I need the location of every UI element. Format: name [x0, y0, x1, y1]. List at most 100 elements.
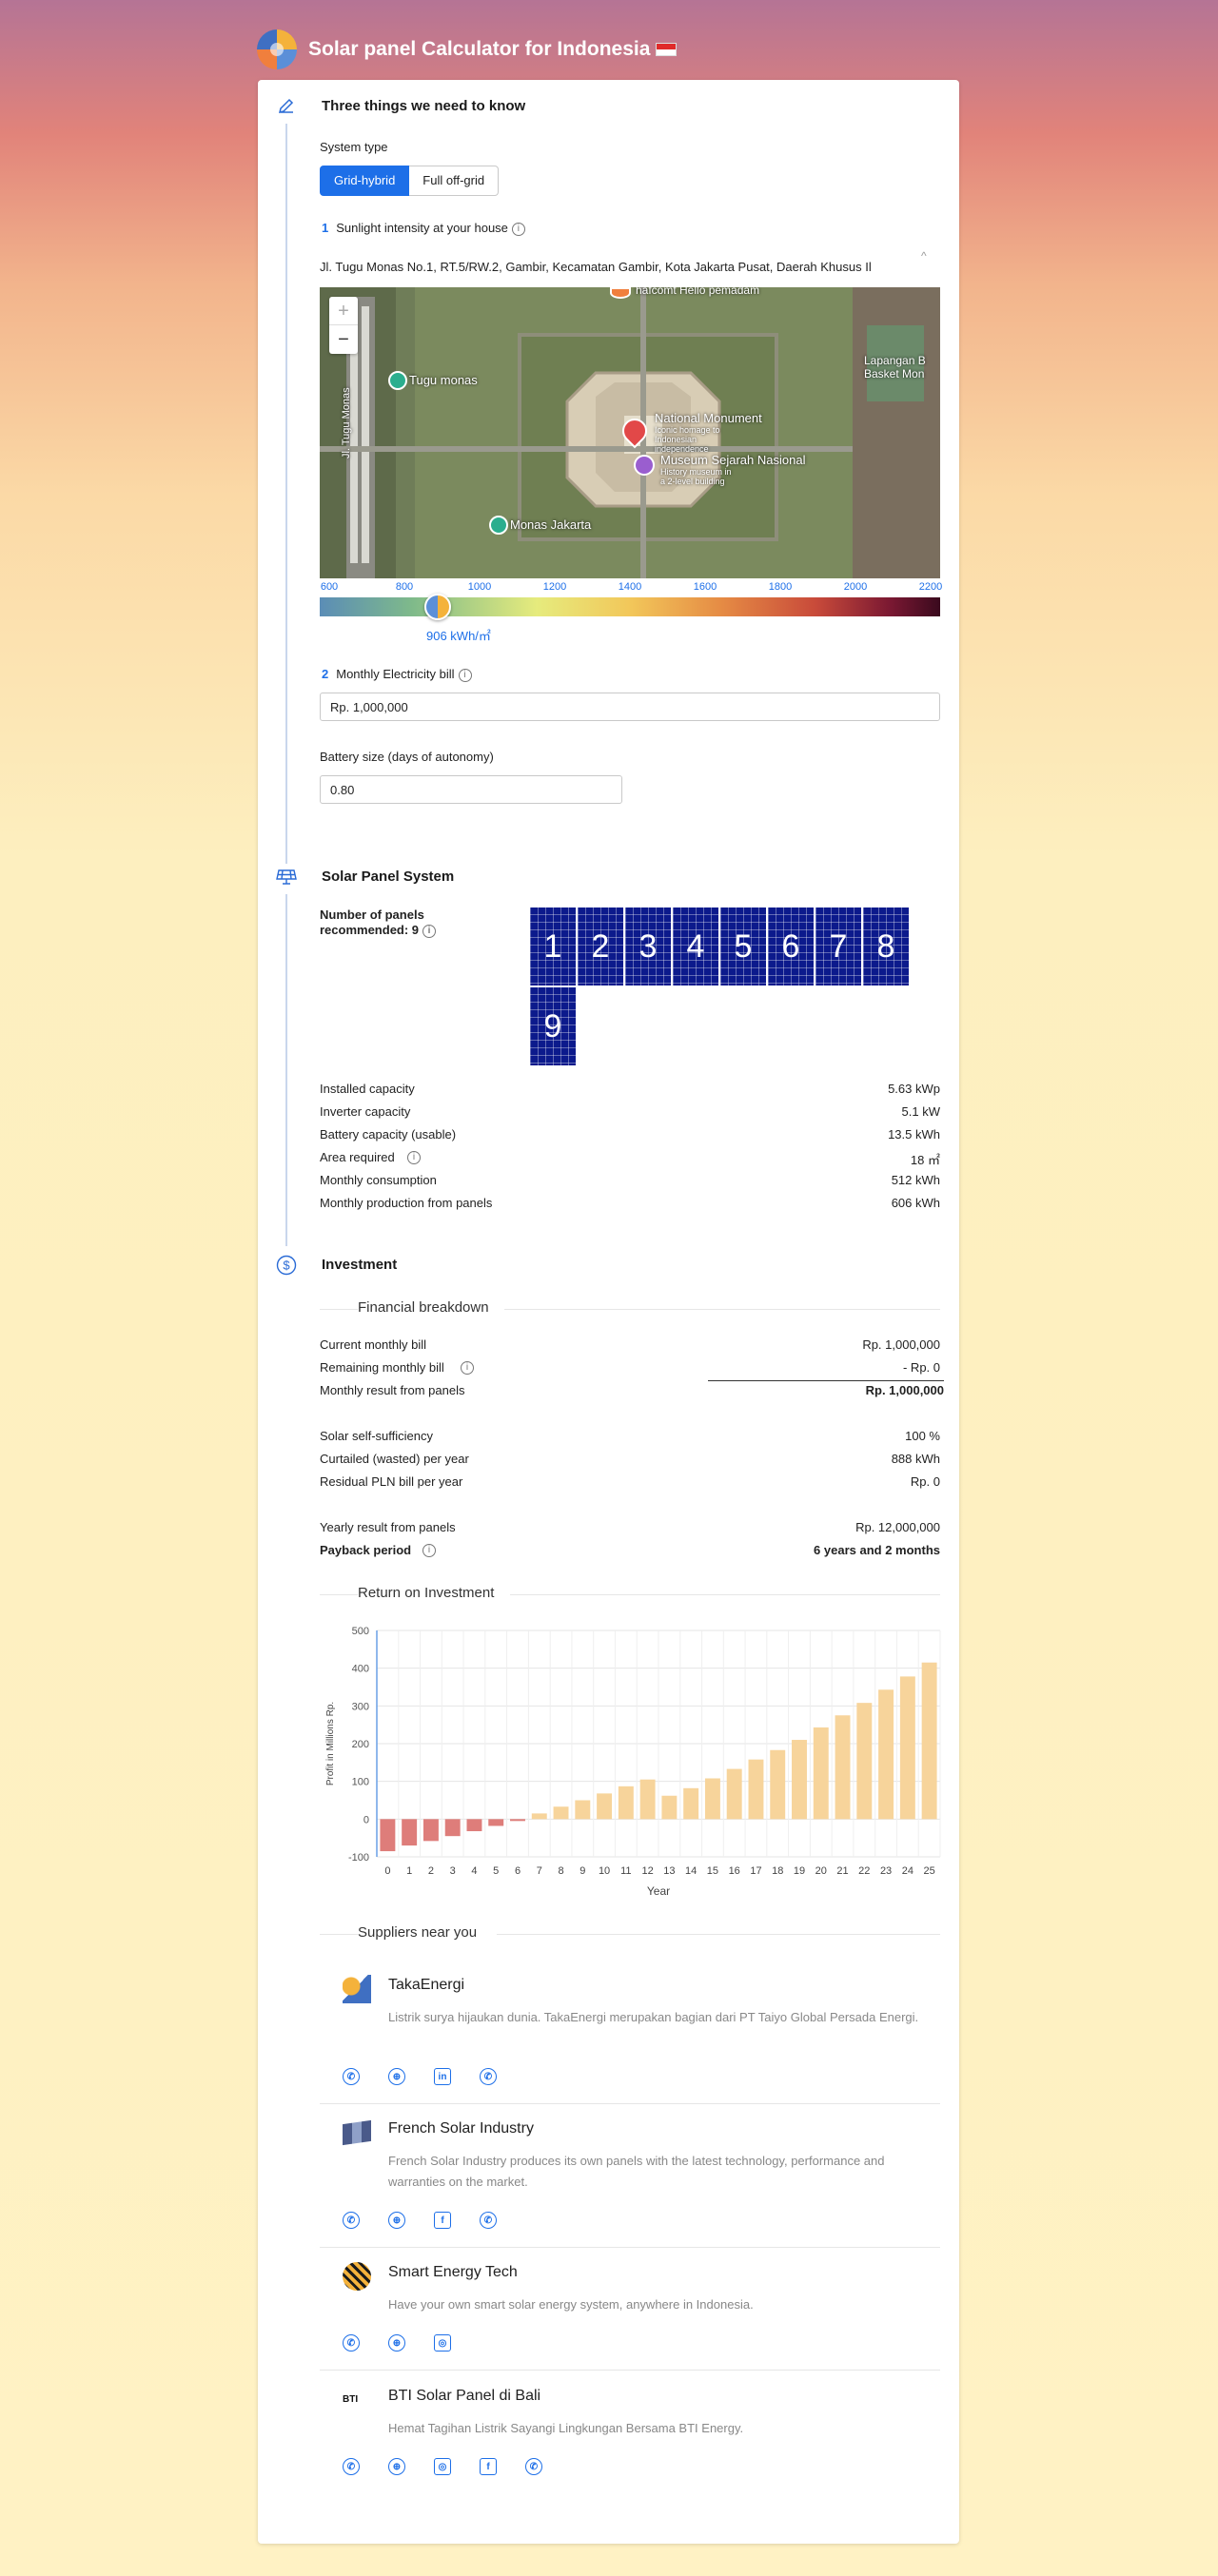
financial-label: Solar self-sufficiency	[320, 1429, 433, 1443]
financial-value: Rp. 1,000,000	[865, 1383, 944, 1397]
facebook-icon[interactable]: f	[434, 2212, 451, 2229]
whatsapp-icon[interactable]: ✆	[525, 2458, 542, 2475]
y-tick-label: -100	[348, 1852, 369, 1864]
y-tick-label: 300	[352, 1701, 369, 1712]
stat-row: Inverter capacity 5.1 kW	[320, 1104, 940, 1119]
financial-value: 6 years and 2 months	[814, 1543, 940, 1557]
app-logo-icon	[257, 29, 297, 69]
system-type-grid-hybrid-button[interactable]: Grid-hybrid	[320, 166, 410, 196]
irradiance-tick: 1400	[618, 581, 642, 593]
solar-panel: 5	[720, 907, 766, 986]
globe-icon[interactable]: ⊕	[388, 2068, 405, 2085]
divider	[320, 2247, 940, 2248]
stat-label: Installed capacity	[320, 1082, 415, 1096]
divider	[320, 2370, 940, 2371]
supplier-card[interactable]: Smart Energy Tech Have your own smart so…	[343, 2262, 933, 2367]
timeline-rail	[285, 124, 287, 866]
chevron-up-icon[interactable]: ^	[921, 249, 927, 263]
x-tick-label: 21	[836, 1865, 848, 1877]
museum-pin-icon[interactable]	[634, 455, 655, 476]
x-tick-label: 24	[902, 1865, 914, 1877]
irradiance-tick: 1000	[467, 581, 492, 593]
irradiance-gradient-bar[interactable]	[320, 597, 940, 616]
roi-bar	[792, 1740, 807, 1820]
supplier-description: Hemat Tagihan Listrik Sayangi Lingkungan…	[388, 2421, 744, 2435]
x-tick-label: 13	[663, 1865, 675, 1877]
zoom-in-button[interactable]: +	[329, 297, 358, 325]
stat-row: Monthly consumption 512 kWh	[320, 1173, 940, 1187]
financial-value: 888 kWh	[891, 1452, 940, 1466]
irradiance-slider-handle[interactable]	[423, 594, 451, 620]
globe-icon[interactable]: ⊕	[388, 2212, 405, 2229]
phone-icon[interactable]: ✆	[343, 2212, 360, 2229]
info-icon[interactable]: i	[422, 924, 437, 938]
zoom-out-button[interactable]: −	[338, 329, 349, 350]
phone-icon[interactable]: ✆	[343, 2458, 360, 2475]
x-tick-label: 1	[406, 1865, 412, 1877]
solar-panel: 7	[815, 907, 861, 986]
system-type-off-grid-button[interactable]: Full off-grid	[409, 166, 500, 196]
financial-label: Residual PLN bill per year	[320, 1474, 463, 1489]
park-pin-icon[interactable]	[388, 371, 407, 390]
linkedin-icon[interactable]: in	[434, 2068, 451, 2085]
irradiance-tick: 2000	[843, 581, 868, 593]
supplier-description: French Solar Industry produces its own p…	[388, 2154, 885, 2189]
roi-bar	[639, 1779, 656, 1820]
solar-panel: 9	[530, 987, 576, 1065]
roi-bar	[770, 1749, 786, 1820]
roi-bar	[444, 1819, 461, 1837]
instagram-icon[interactable]: ◎	[434, 2334, 451, 2352]
roi-bar	[402, 1819, 418, 1846]
whatsapp-icon[interactable]: ✆	[480, 2212, 497, 2229]
stat-label: Monthly consumption	[320, 1173, 437, 1187]
stat-value: 13.5 kWh	[888, 1127, 940, 1142]
financial-value: - Rp. 0	[902, 1360, 940, 1375]
roi-bar	[704, 1778, 720, 1820]
irradiance-tick: 1200	[542, 581, 567, 593]
system-type-toggle: Grid-hybrid Full off-grid	[320, 166, 500, 196]
irradiance-tick: 2200	[918, 581, 943, 593]
globe-icon[interactable]: ⊕	[388, 2334, 405, 2352]
roi-bar	[921, 1662, 937, 1820]
phone-icon[interactable]: ✆	[343, 2334, 360, 2352]
map-label-museum-sub: History museum in a 2-level building	[660, 467, 732, 486]
x-tick-label: 7	[537, 1865, 542, 1877]
indonesia-flag-icon	[656, 43, 678, 57]
address-input[interactable]	[320, 252, 929, 281]
poi-pin-icon[interactable]	[610, 287, 631, 299]
info-icon[interactable]: i	[458, 668, 472, 682]
stat-label: Battery capacity (usable)	[320, 1127, 457, 1142]
financial-label: Remaining monthly bill	[320, 1360, 444, 1375]
financial-label: Curtailed (wasted) per year	[320, 1452, 469, 1466]
supplier-contact-links: ✆ ⊕ ◎ f ✆	[343, 2458, 542, 2475]
info-icon[interactable]: i	[511, 222, 525, 236]
y-tick-label: 100	[352, 1777, 369, 1788]
facebook-icon[interactable]: f	[480, 2458, 497, 2475]
whatsapp-icon[interactable]: ✆	[480, 2068, 497, 2085]
system-type-label: System type	[320, 140, 388, 154]
x-tick-label: 19	[794, 1865, 805, 1877]
battery-days-input[interactable]	[320, 775, 622, 804]
supplier-card[interactable]: BTI BTI Solar Panel di Bali Hemat Tagiha…	[343, 2386, 933, 2490]
stat-value: 606 kWh	[891, 1196, 940, 1210]
solar-panel: 2	[578, 907, 623, 986]
monthly-bill-input[interactable]	[320, 693, 940, 721]
park-pin-icon[interactable]	[489, 516, 508, 535]
map-label-top-poi: hafcomt Hello pemadam	[636, 287, 760, 297]
bill-label-text: Monthly Electricity bill	[336, 667, 455, 681]
y-tick-label: 0	[363, 1814, 369, 1825]
phone-icon[interactable]: ✆	[343, 2068, 360, 2085]
roi-bar	[510, 1819, 525, 1822]
supplier-card[interactable]: TakaEnergi Listrik surya hijaukan dunia.…	[343, 1975, 933, 2098]
info-icon[interactable]: i	[422, 1544, 436, 1557]
supplier-card[interactable]: French Solar Industry French Solar Indus…	[343, 2118, 933, 2242]
globe-icon[interactable]: ⊕	[388, 2458, 405, 2475]
roi-bar	[553, 1806, 569, 1820]
info-icon[interactable]: i	[461, 1361, 474, 1375]
financial-value: Rp. 0	[910, 1474, 940, 1489]
satellite-map[interactable]: + − National Monument Iconic homage to I…	[320, 287, 940, 578]
instagram-icon[interactable]: ◎	[434, 2458, 451, 2475]
info-icon[interactable]: i	[407, 1151, 421, 1164]
stat-row: Monthly production from panels 606 kWh	[320, 1196, 940, 1210]
stat-row: Battery capacity (usable) 13.5 kWh	[320, 1127, 940, 1142]
